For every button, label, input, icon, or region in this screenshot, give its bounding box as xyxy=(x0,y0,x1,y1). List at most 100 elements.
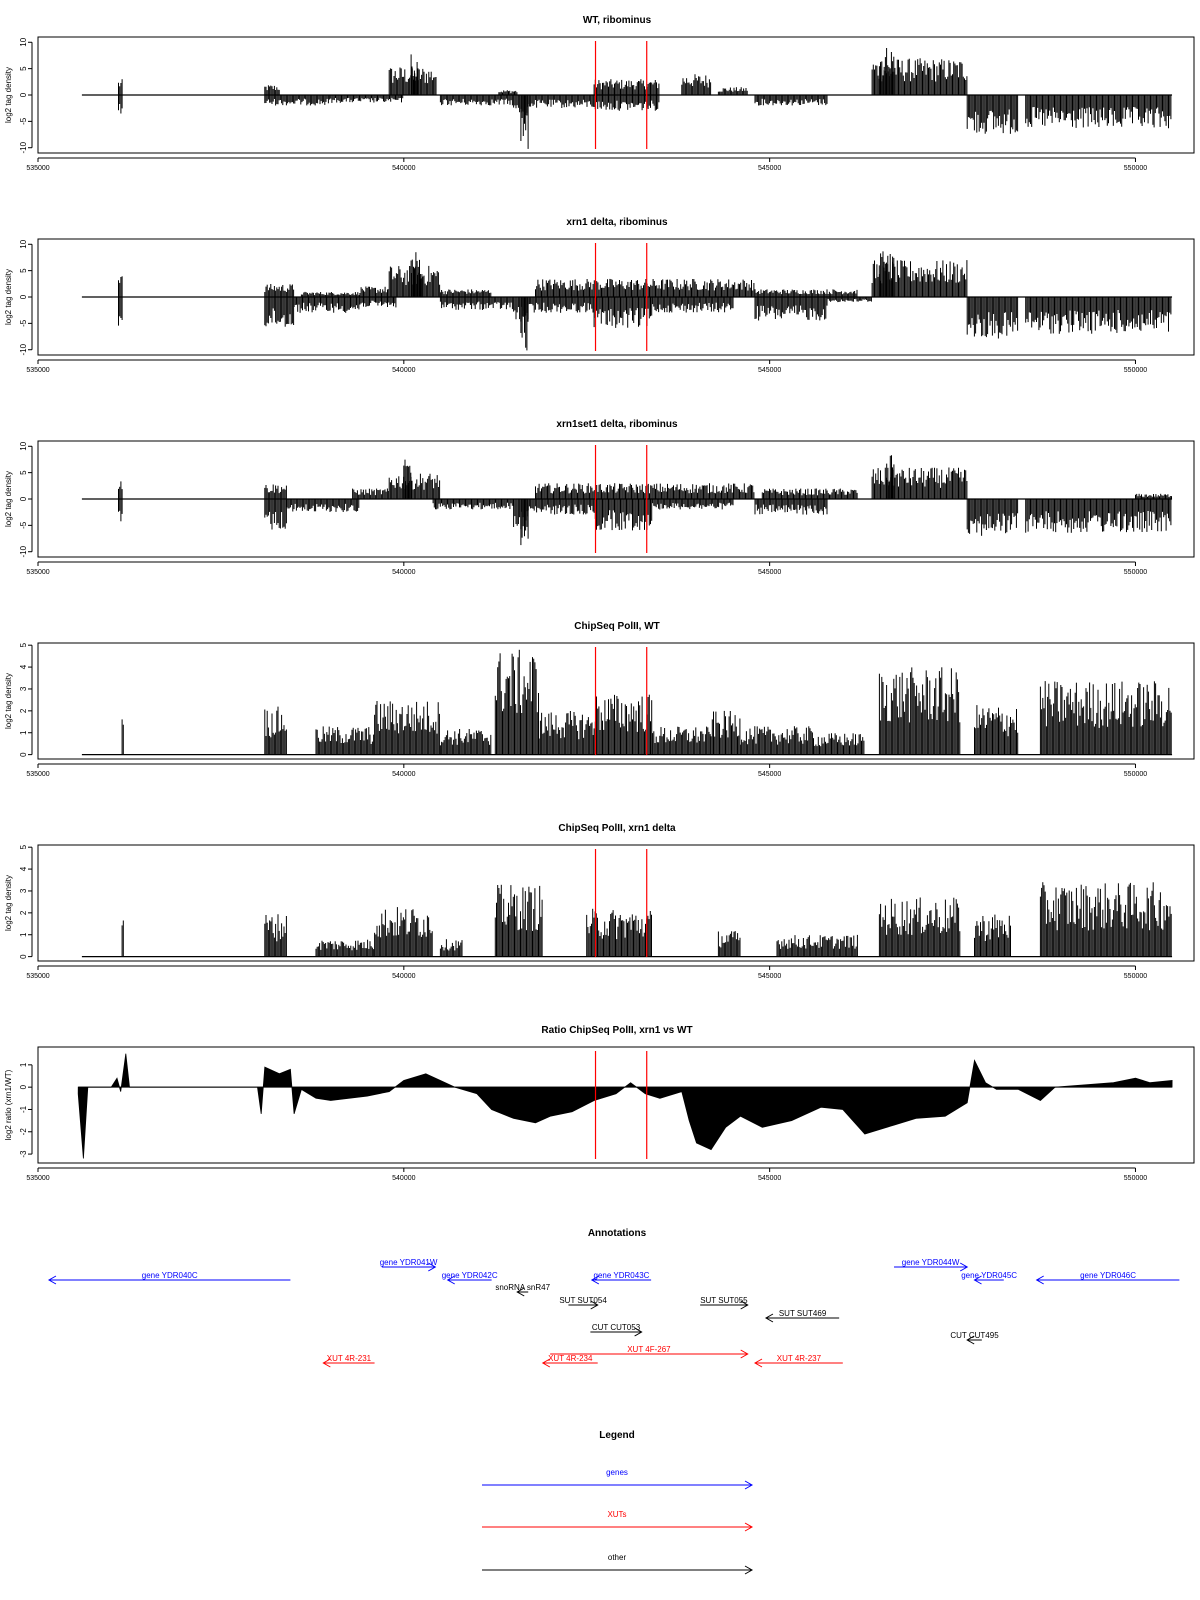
x-tick-label: 545000 xyxy=(758,973,781,980)
legend-item-other: other xyxy=(482,1553,754,1575)
arrow-head xyxy=(428,1262,437,1272)
y-tick-label: 5 xyxy=(19,844,28,849)
data-bars xyxy=(118,251,1172,351)
y-tick-label: -5 xyxy=(19,319,28,327)
y-tick-label: 0 xyxy=(19,954,28,959)
y-tick-label: 5 xyxy=(19,470,28,475)
y-tick-label: -10 xyxy=(19,545,28,557)
panel-3-title: xrn1set1 delta, ribominus xyxy=(556,419,678,430)
panel-5-ylabel: log2 tag density xyxy=(4,875,13,931)
annotation-other: SUT SUT054 xyxy=(559,1296,607,1310)
annotation-gene: gene YDR041W xyxy=(380,1258,438,1272)
arrow-head xyxy=(754,1358,763,1368)
annotation-gene: gene YDR042C xyxy=(442,1271,498,1285)
legend-label: XUTs xyxy=(607,1510,626,1519)
panel-1-title: WT, ribominus xyxy=(583,15,652,26)
legend-title: Legend xyxy=(599,1430,635,1441)
legend-item-xut: XUTs xyxy=(482,1510,754,1532)
y-tick-label: 1 xyxy=(19,932,28,937)
y-tick-label: -5 xyxy=(19,521,28,529)
annotation-label: gene YDR046C xyxy=(1080,1271,1136,1280)
annotation-label: gene YDR045C xyxy=(961,1271,1017,1280)
arrow-head xyxy=(634,1327,643,1337)
x-tick-label: 540000 xyxy=(392,1175,415,1182)
arrow-head xyxy=(764,1313,774,1323)
annotation-other: snoRNA snR47 xyxy=(495,1283,551,1297)
x-tick-label: 545000 xyxy=(758,1175,781,1182)
x-tick-label: 550000 xyxy=(1124,165,1147,172)
arrow-head xyxy=(966,1335,975,1345)
arrow-head xyxy=(541,1358,551,1368)
annotation-label: XUT 4R-237 xyxy=(777,1354,822,1363)
y-tick-label: 10 xyxy=(19,239,28,248)
annotation-xut: XUT 4R-237 xyxy=(754,1354,843,1368)
y-tick-label: 3 xyxy=(19,888,28,893)
y-tick-label: 0 xyxy=(19,92,28,97)
arrow-head xyxy=(1035,1275,1044,1285)
x-tick-label: 545000 xyxy=(758,569,781,576)
x-tick-label: 545000 xyxy=(758,165,781,172)
arrow-head xyxy=(744,1480,754,1490)
x-tick-label: 550000 xyxy=(1124,367,1147,374)
y-tick-label: 5 xyxy=(19,642,28,647)
annotation-label: snoRNA snR47 xyxy=(495,1283,550,1292)
legend-label: genes xyxy=(606,1468,628,1477)
arrow-head xyxy=(322,1358,331,1368)
panel-3-ylabel: log2 tag density xyxy=(4,471,13,527)
data-bars xyxy=(118,455,1172,546)
data-bars xyxy=(121,649,1172,755)
annotation-label: SUT SUT469 xyxy=(779,1309,827,1318)
panel-2: -10 -5 0 5 10 535000 540000 545000 550000 xyxy=(19,238,1195,374)
panel-6: -3 -2 -1 0 1 535000 540000 545000 550000 xyxy=(19,1046,1195,1182)
annotation-label: gene YDR043C xyxy=(594,1271,650,1280)
annotation-gene: gene YDR044W xyxy=(894,1258,969,1272)
y-tick-label: 10 xyxy=(19,441,28,450)
data-bars xyxy=(118,48,1172,149)
annotation-gene: gene YDR046C xyxy=(1035,1271,1180,1285)
x-tick-label: 535000 xyxy=(26,1175,49,1182)
x-tick-label: 545000 xyxy=(758,367,781,374)
x-tick-label: 550000 xyxy=(1124,973,1147,980)
annotation-xut: XUT 4F-267 xyxy=(550,1345,749,1359)
panel-5: 0 1 2 3 4 5 535000 540000 545000 550000 xyxy=(19,844,1195,980)
x-tick-label: 550000 xyxy=(1124,1175,1147,1182)
x-tick-label: 540000 xyxy=(392,165,415,172)
y-tick-label: 0 xyxy=(19,496,28,501)
y-tick-label: 2 xyxy=(19,910,28,915)
annotation-other: CUT CUT053 xyxy=(590,1323,643,1337)
annotation-gene: gene YDR043C xyxy=(590,1271,652,1285)
x-tick-label: 540000 xyxy=(392,771,415,778)
x-tick-label: 540000 xyxy=(392,367,415,374)
plot-frame xyxy=(37,440,1195,558)
annotation-label: SUT SUT054 xyxy=(559,1296,607,1305)
y-tick-label: 4 xyxy=(19,866,28,871)
arrow-head xyxy=(744,1565,754,1575)
panel-4-title: ChipSeq PolII, WT xyxy=(574,621,660,632)
arrow-head xyxy=(590,1300,599,1310)
plot-frame xyxy=(37,238,1195,356)
y-tick-label: 2 xyxy=(19,708,28,713)
legend-item-gene: genes xyxy=(482,1468,754,1490)
plot-frame xyxy=(37,844,1195,962)
arrow-head xyxy=(446,1275,455,1285)
arrow-head xyxy=(973,1275,982,1285)
x-tick-label: 535000 xyxy=(26,569,49,576)
panel-6-title: Ratio ChipSeq PolII, xrn1 vs WT xyxy=(541,1025,692,1036)
y-tick-label: 1 xyxy=(19,730,28,735)
y-tick-label: -1 xyxy=(19,1105,28,1113)
annotation-label: gene YDR040C xyxy=(142,1271,198,1280)
x-tick-label: 550000 xyxy=(1124,569,1147,576)
plot-frame xyxy=(37,642,1195,760)
x-tick-label: 545000 xyxy=(758,771,781,778)
annotation-label: XUT 4R-231 xyxy=(327,1354,372,1363)
panel-6-ylabel: log2 ratio (xrn1/WT) xyxy=(4,1069,13,1140)
annotation-gene: gene YDR040C xyxy=(47,1271,291,1285)
y-tick-label: 3 xyxy=(19,686,28,691)
x-tick-label: 535000 xyxy=(26,165,49,172)
annotation-label: CUT CUT495 xyxy=(950,1331,999,1340)
panel-5-title: ChipSeq PolII, xrn1 delta xyxy=(558,823,676,834)
y-tick-label: -5 xyxy=(19,117,28,125)
plot-frame xyxy=(37,36,1195,154)
annotation-other: SUT SUT055 xyxy=(700,1296,749,1310)
